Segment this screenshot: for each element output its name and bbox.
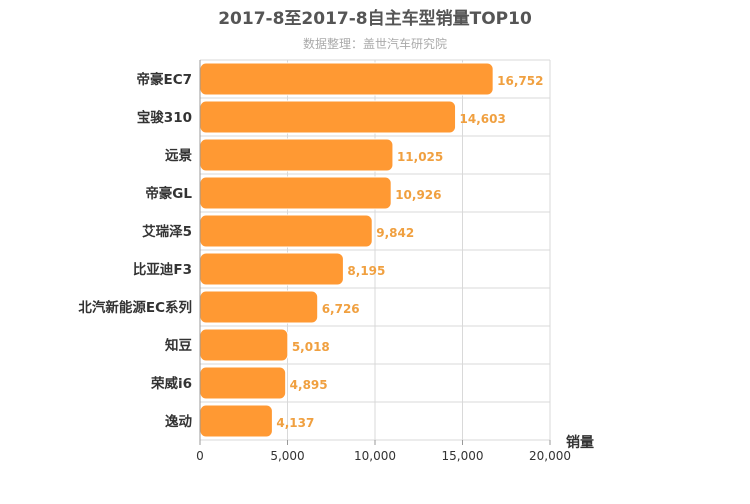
value-label: 4,137 [276,416,314,430]
bars [199,62,494,438]
value-label: 4,895 [290,378,328,392]
category-label: 远景 [165,148,192,164]
category-label: 逸动 [165,413,192,430]
x-tick-label: 15,000 [442,449,484,463]
value-label: 14,603 [460,112,506,126]
value-label: 9,842 [376,226,414,240]
bar [199,366,287,400]
grid-lines [199,59,551,441]
category-label: 比亚迪F3 [133,261,192,278]
value-label: 8,195 [347,264,385,278]
category-label: 帝豪EC7 [136,71,192,88]
bar [199,100,457,134]
x-tick-label: 0 [196,449,204,463]
value-label: 16,752 [497,74,543,88]
category-label: 北汽新能源EC系列 [78,299,192,316]
bar [199,328,289,362]
category-label: 知豆 [165,337,192,354]
value-label: 5,018 [292,340,330,354]
bar [199,214,373,248]
x-tick-label: 5,000 [270,449,304,463]
bar [199,62,494,96]
x-tick-label: 10,000 [354,449,396,463]
x-tick-labels: 0 5,000 10,000 15,000 20,000 [196,440,571,463]
value-labels: 16,752 14,603 11,025 10,926 9,842 8,195 6,726 5… [276,74,543,430]
category-label: 宝骏310 [137,109,192,126]
bar [199,176,392,210]
chart-subtitle: 数据整理：盖世汽车研究院 [303,36,447,51]
bar [199,290,319,324]
chart-title: 2017-8至2017-8自主车型销量TOP10 [218,8,532,29]
bar [199,404,273,438]
value-label: 6,726 [322,302,360,316]
bar [199,252,344,286]
value-label: 10,926 [395,188,441,202]
value-label: 11,025 [397,150,443,164]
category-label: 帝豪GL [145,185,192,202]
x-tick-label: 20,000 [529,449,571,463]
bar [199,138,394,172]
category-label: 荣威i6 [150,375,192,392]
x-axis-label: 销量 [566,434,594,451]
category-label: 艾瑞泽5 [142,223,192,240]
